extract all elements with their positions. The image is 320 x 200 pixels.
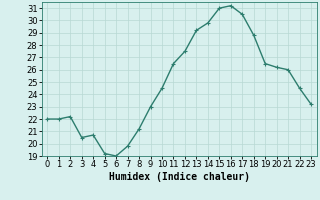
X-axis label: Humidex (Indice chaleur): Humidex (Indice chaleur): [109, 172, 250, 182]
